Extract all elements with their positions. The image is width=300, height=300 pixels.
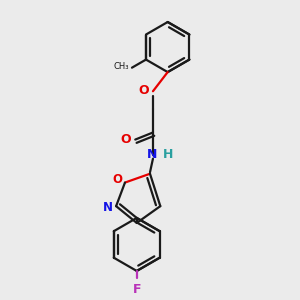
Text: F: F bbox=[133, 283, 141, 296]
Text: H: H bbox=[163, 148, 173, 161]
Text: N: N bbox=[103, 201, 113, 214]
Text: O: O bbox=[138, 84, 149, 97]
Text: CH₃: CH₃ bbox=[113, 62, 129, 71]
Text: N: N bbox=[147, 148, 157, 161]
Text: O: O bbox=[112, 172, 123, 185]
Text: O: O bbox=[120, 133, 131, 146]
